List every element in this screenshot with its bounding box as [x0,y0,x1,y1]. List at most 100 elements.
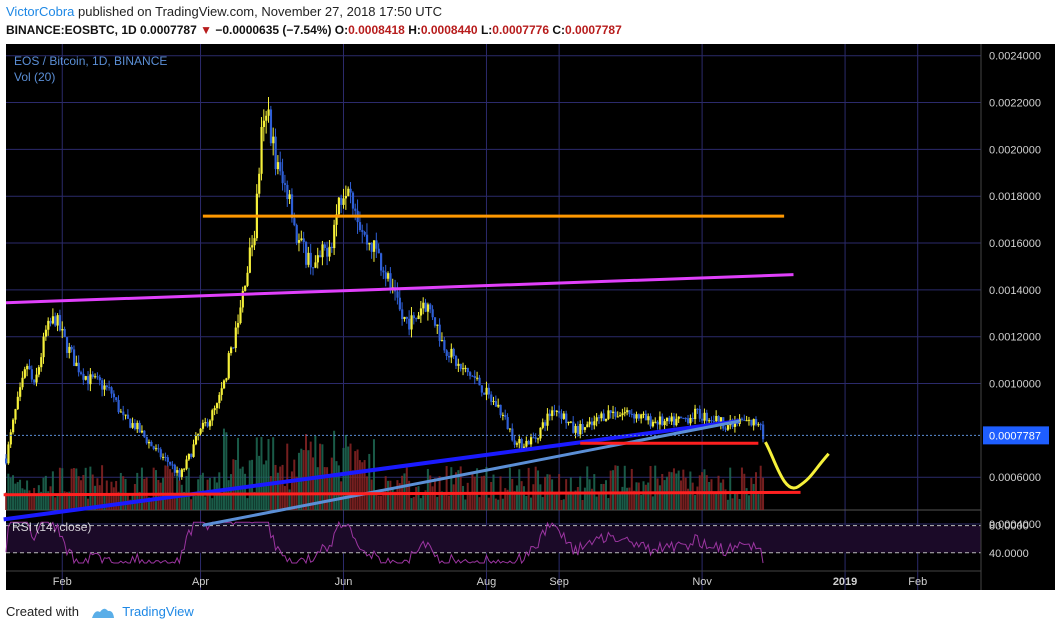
candle-body [363,232,366,235]
volume-bar [431,486,434,510]
candle-body [398,297,401,310]
candle-body [380,253,383,271]
volume-bar [56,494,59,510]
candle-body [122,411,125,415]
footer: Created with TradingView [6,604,194,620]
author-link[interactable]: VictorCobra [6,4,75,19]
volume-bar [630,468,633,510]
candle-body [605,418,608,421]
candle-body [54,316,57,326]
candle-body [661,416,664,426]
volume-bar [607,498,610,510]
volume-bar [497,499,500,510]
candle-body [668,417,671,422]
volume-bar [644,484,647,510]
volume-bar [276,472,279,510]
candle-body [680,416,683,418]
rsi-tick-label: 40.0000 [989,548,1029,560]
candle-body [724,428,727,430]
candle-body [452,348,455,356]
candle-body [340,197,343,205]
price-chart[interactable]: 0.0024000 0.0022000 0.0020000 0.0018000 0.00… [0,0,1059,600]
volume-bar [237,437,240,510]
time-tick-label: Sep [549,576,569,588]
candle-body [396,291,399,298]
volume-bar [494,498,497,510]
volume-bar [532,484,535,510]
candle-body [77,362,80,373]
volume-bar [733,493,736,510]
volume-bar [712,492,715,510]
volume-bar [98,485,101,510]
rsi-band [6,525,981,553]
volume-bar [274,464,277,510]
candle-body [126,414,130,419]
low-value: 0.0007776 [492,23,550,37]
volume-bar [682,469,685,510]
volume-bar [520,481,523,510]
volume-bar [347,446,350,510]
candle-body [534,437,537,439]
volume-bar [471,473,474,510]
candle-body [738,418,741,424]
volume-bar [539,484,542,510]
volume-bar [35,494,38,510]
volume-bar [405,467,408,510]
candle-body [155,448,158,450]
candle-body [276,162,280,170]
close-value: 0.0007787 [565,23,622,37]
candle-body [112,393,116,398]
volume-bar [354,451,357,510]
candle-body [384,272,387,279]
candle-body [164,456,167,458]
candle-body [459,363,462,369]
candle-body [583,427,587,430]
candle-body [527,440,530,445]
candle-body [314,262,317,268]
price-tick-label: 0.0016000 [989,238,1041,250]
volume-bar [316,467,319,510]
volume-bar [356,449,359,510]
candle-body [354,208,357,211]
candle-body [525,440,528,447]
candle-body [58,315,62,331]
candle-body [21,377,24,388]
volume-bar [211,498,214,510]
volume-bar [452,484,455,510]
candle-body [485,387,488,395]
candle-body [576,426,580,435]
candle-body [670,416,673,422]
candle-body [574,426,577,433]
price-tick-label: 0.0020000 [989,144,1041,156]
candle-body [321,244,324,258]
candle-body [504,414,507,418]
candle-body [150,441,153,447]
volume-bar [572,491,575,510]
low-label: L: [480,23,493,37]
candle-body [637,414,641,419]
volume-bar [469,493,472,510]
candle-body [658,416,662,425]
volume-bar [279,466,282,510]
volume-bar [286,443,289,510]
candle-body [377,248,380,254]
volume-bar [752,483,755,510]
candle-body [300,238,303,241]
candle-body [665,417,669,422]
volume-bar [729,467,732,510]
tradingview-link[interactable]: TradingView [122,604,194,619]
volume-bar [394,491,397,510]
candle-body [222,380,226,389]
down-arrow-icon: ▼ [200,23,212,37]
candle-body [544,422,547,426]
volume-bar [537,470,540,510]
candle-body [365,234,369,245]
candle-body [145,436,148,444]
volume-bar [262,464,265,510]
candle-body [84,376,87,380]
volume-bar [740,467,743,510]
candle-body [703,412,706,421]
volume-bar [82,475,85,510]
candle-body [694,408,697,420]
candle-body [492,401,495,403]
